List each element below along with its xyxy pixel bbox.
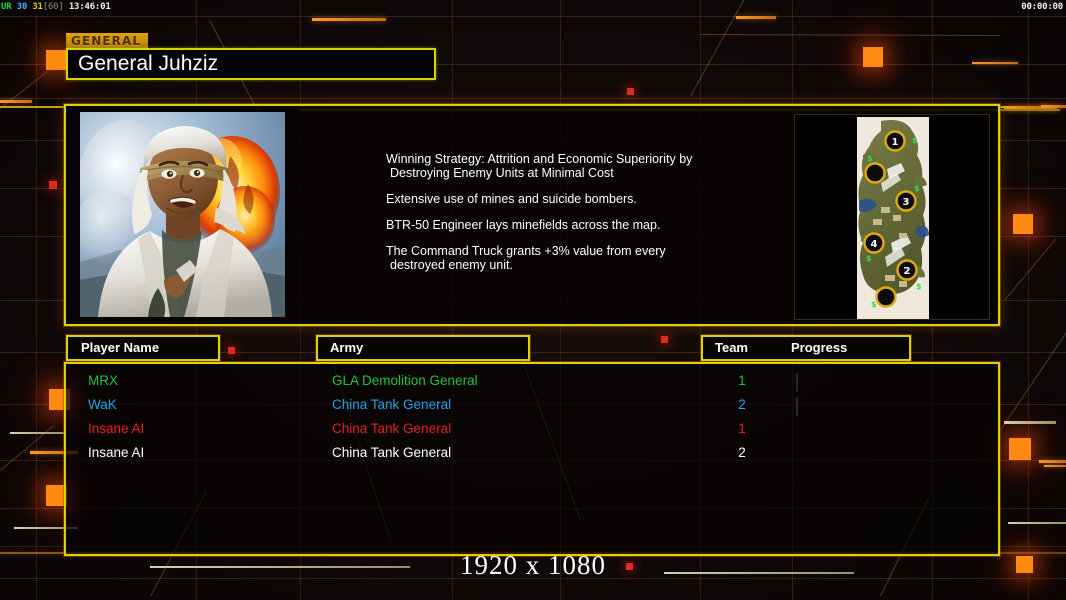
column-header-label: Progress (791, 340, 848, 355)
description-paragraph: Winning Strategy: Attrition and Economic… (386, 152, 756, 180)
description-paragraph: The Command Truck grants +3% value from … (386, 244, 756, 272)
column-header-label: Player Name (81, 340, 160, 355)
status-clock: 13:46:01 (68, 2, 111, 12)
svg-text:$: $ (914, 184, 920, 193)
description-line: Extensive use of mines and suicide bombe… (386, 192, 637, 206)
status-bar-left: UR 30 31[60] 13:46:01 (1, 0, 111, 14)
description-line: BTR-50 Engineer lays minefields across t… (386, 218, 661, 232)
status-bracket: [60] (42, 2, 64, 12)
svg-text:$: $ (916, 282, 922, 291)
status-num1: 30 (16, 2, 28, 12)
description-paragraph: BTR-50 Engineer lays minefields across t… (386, 218, 756, 232)
match-timer: 00:00:00 (1021, 2, 1063, 12)
description-line: The Command Truck grants +3% value from … (386, 244, 666, 258)
player-progress-bar (796, 397, 976, 416)
status-ur: UR (1, 2, 12, 12)
table-row[interactable]: WaK China Tank General 2 (66, 393, 998, 417)
player-team: 1 (738, 373, 746, 388)
table-row[interactable]: MRX GLA Demolition General 1 (66, 369, 998, 393)
description-line: destroyed enemy unit. (390, 258, 513, 272)
column-header-label: Army (330, 340, 364, 355)
map-preview[interactable]: 1 2 3 4 $ $ $ $ $ $ (794, 114, 990, 320)
svg-text:$: $ (866, 254, 872, 263)
column-header-team-progress: Team Progress (701, 335, 911, 361)
resolution-label: 1920 x 1080 (460, 550, 606, 580)
player-army: GLA Demolition General (332, 373, 478, 388)
player-army: China Tank General (332, 421, 452, 436)
svg-text:$: $ (871, 300, 877, 309)
player-name: Insane AI (88, 421, 145, 436)
status-bar: UR 30 31[60] 13:46:01 00:00:00 (0, 0, 1066, 14)
general-description: Winning Strategy: Attrition and Economic… (386, 152, 756, 272)
general-label-badge: GENERAL (66, 33, 149, 50)
player-team: 2 (738, 445, 746, 460)
general-portrait (80, 112, 285, 317)
column-header-label: Team (715, 340, 748, 355)
column-header-army: Army (316, 335, 530, 361)
svg-text:$: $ (912, 136, 918, 145)
svg-text:$: $ (867, 154, 873, 163)
player-name: MRX (88, 373, 118, 388)
description-line: Destroying Enemy Units at Minimal Cost (390, 166, 614, 180)
player-team: 1 (738, 421, 746, 436)
player-progress-bar (796, 373, 976, 392)
player-name: Insane AI (88, 445, 145, 460)
map-start-2: 2 (904, 266, 911, 277)
player-army: China Tank General (332, 397, 452, 412)
map-start-3: 3 (903, 197, 910, 208)
general-info-panel: Winning Strategy: Attrition and Economic… (64, 104, 1000, 326)
page-title: General Juhziz (78, 52, 219, 75)
player-name: WaK (88, 397, 117, 412)
map-start-4: 4 (871, 239, 878, 250)
column-header-player-name: Player Name (66, 335, 220, 361)
description-line: Winning Strategy: Attrition and Economic… (386, 152, 693, 166)
player-team: 2 (738, 397, 746, 412)
player-list-panel: MRX GLA Demolition General 1 WaK China T… (64, 362, 1000, 556)
general-name-box: General Juhziz (66, 48, 436, 80)
player-army: China Tank General (332, 445, 452, 460)
table-row[interactable]: Insane AI China Tank General 1 (66, 417, 998, 441)
description-paragraph: Extensive use of mines and suicide bombe… (386, 192, 756, 206)
map-start-1: 1 (892, 137, 899, 148)
table-row[interactable]: Insane AI China Tank General 2 (66, 441, 998, 465)
status-num2: 31 (32, 2, 43, 12)
